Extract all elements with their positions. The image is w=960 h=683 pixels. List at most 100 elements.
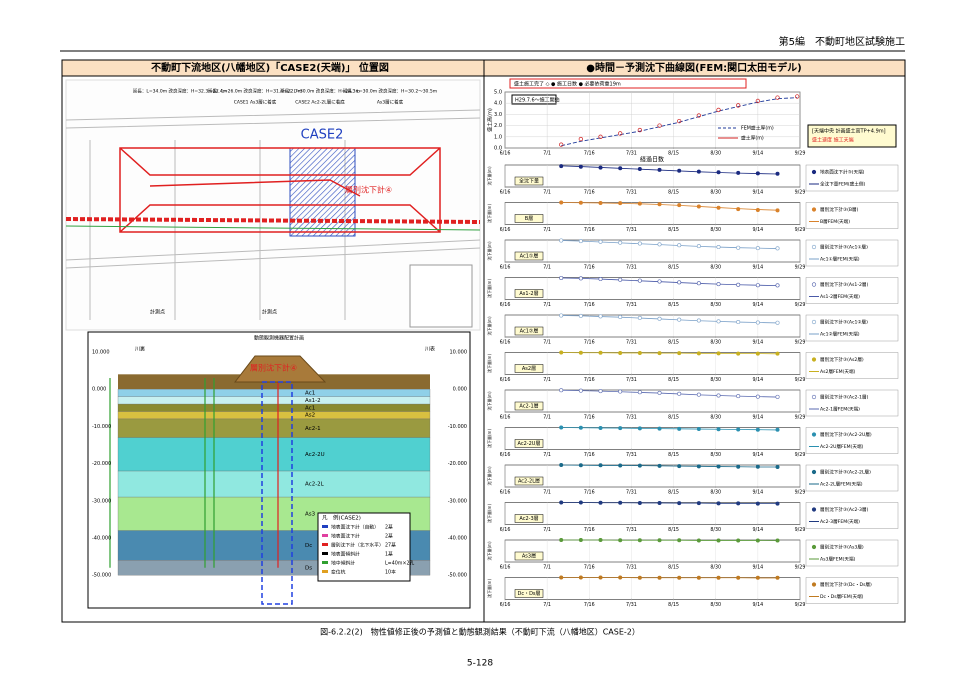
legend-marker xyxy=(812,433,816,437)
observed-point xyxy=(697,539,700,542)
observed-point xyxy=(677,351,680,354)
observed-point xyxy=(618,241,621,244)
fem-line xyxy=(561,390,777,397)
date-label: 8/30 xyxy=(710,302,721,308)
y-axis-label: 沈下量(m) xyxy=(486,579,492,598)
elevation-label: -10.000 xyxy=(92,424,111,430)
date-label: 9/29 xyxy=(795,227,806,233)
survey-label: 計測点 xyxy=(150,309,165,316)
legend-marker xyxy=(812,583,816,587)
observed-point xyxy=(776,247,779,250)
layer-label: Dc xyxy=(305,543,312,549)
instrument-label: 層別沈下計④ xyxy=(345,185,392,195)
legend-marker xyxy=(812,358,816,362)
date-label: 6/16 xyxy=(500,340,511,346)
tag-label: Ac1②層 xyxy=(520,329,539,335)
observed-point xyxy=(618,167,621,170)
observed-point xyxy=(559,239,562,242)
date-label: 8/15 xyxy=(668,151,679,157)
date-label: 9/29 xyxy=(795,302,806,308)
date-label: 8/30 xyxy=(710,452,721,458)
observed-point xyxy=(717,465,720,468)
observed-point xyxy=(776,539,779,542)
date-label: 7/31 xyxy=(626,340,637,346)
legend-label: Ac2-2U層FEM(天端) xyxy=(820,443,864,450)
observed-point xyxy=(579,165,582,168)
left-title: 不動町下流地区(八幡地区)「CASE2(天端)」 位置図 xyxy=(151,61,389,74)
observed-point xyxy=(756,428,759,431)
date-label: 8/15 xyxy=(668,190,679,196)
plot-area xyxy=(505,353,800,375)
date-label: 9/29 xyxy=(795,490,806,496)
elevation-label: 0.000 xyxy=(92,387,106,393)
legend-marker xyxy=(812,283,816,287)
date-label: 6/16 xyxy=(500,565,511,571)
date-label: 7/31 xyxy=(626,265,637,271)
layer-label: Ac2-2U xyxy=(305,452,325,458)
legend-swatch xyxy=(322,534,328,537)
date-label: 9/29 xyxy=(795,377,806,383)
date-label: 9/14 xyxy=(752,602,763,608)
section-title: 動態観測機器配置計画 xyxy=(254,335,304,342)
fem-line xyxy=(561,203,777,211)
date-label: 8/15 xyxy=(668,565,679,571)
observed-point xyxy=(756,284,759,287)
observed-point xyxy=(618,390,621,393)
observed-point xyxy=(638,501,641,504)
legend-item: 地表面沈下計（自動） xyxy=(331,524,379,531)
observed-point xyxy=(756,539,759,542)
legend-label: As2層FEM(天端) xyxy=(820,368,856,375)
observed-point xyxy=(736,465,739,468)
legend-count: 27基 xyxy=(385,542,396,549)
observed-point xyxy=(736,352,739,355)
legend-label: Ac1①層FEM(天端) xyxy=(820,256,860,263)
observed-point xyxy=(717,539,720,542)
legend-label: As3層FEM(天端) xyxy=(820,556,856,563)
observed-point xyxy=(776,209,779,212)
elevation-label: -10.000 xyxy=(448,424,467,430)
date-label: 7/1 xyxy=(543,602,551,608)
date-label: 9/14 xyxy=(752,452,763,458)
tag-label: Ac2-2U層 xyxy=(518,441,541,447)
right-title: ●時間－予測沈下曲線図(FEM:関口太田モデル) xyxy=(586,61,801,74)
fem-line xyxy=(561,278,777,286)
observed-point xyxy=(756,321,759,324)
date-label: 8/15 xyxy=(668,340,679,346)
date-label: 7/31 xyxy=(626,190,637,196)
observed-point xyxy=(756,208,759,211)
legend-count: 2基 xyxy=(385,533,393,540)
observed-point xyxy=(599,389,602,392)
observed-point xyxy=(717,171,720,174)
observed-point xyxy=(618,501,621,504)
observed-point xyxy=(599,277,602,280)
y-axis-label: 沈下量(m) xyxy=(486,391,492,410)
date-label: 8/15 xyxy=(668,527,679,533)
layer-label: Ac1 xyxy=(305,390,315,396)
observed-point xyxy=(697,352,700,355)
date-label: 8/30 xyxy=(710,415,721,421)
observed-point xyxy=(599,201,602,204)
legend-marker xyxy=(812,208,816,212)
date-label: 7/16 xyxy=(584,527,595,533)
date-label: 7/1 xyxy=(543,377,551,383)
y-axis-label: 沈下量(m) xyxy=(486,504,492,523)
date-label: 7/31 xyxy=(626,302,637,308)
y-axis-label: 沈下量(m) xyxy=(486,466,492,485)
date-label: 7/16 xyxy=(584,602,595,608)
date-label: 7/31 xyxy=(626,565,637,571)
legend-count: L=40m×2孔 xyxy=(385,560,415,567)
observed-point xyxy=(677,318,680,321)
observed-point xyxy=(579,201,582,204)
date-label: 9/14 xyxy=(752,490,763,496)
plan-map xyxy=(66,80,480,330)
tag-label: Ac2-1層 xyxy=(519,404,538,410)
legend-marker xyxy=(812,320,816,324)
plot-area xyxy=(505,278,800,300)
legend-label: 層別沈下計③(Ac1①層) xyxy=(820,244,868,251)
observed-point xyxy=(599,464,602,467)
tag-label: Dc・Ds層 xyxy=(517,591,540,597)
date-label: 8/30 xyxy=(710,151,721,157)
fill-point xyxy=(559,143,563,147)
observed-point xyxy=(638,167,641,170)
